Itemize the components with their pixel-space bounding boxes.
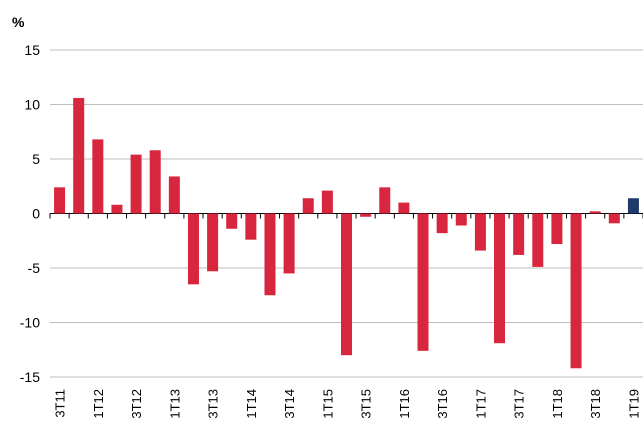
x-tick-label: 3T17 xyxy=(512,389,527,419)
bar xyxy=(264,213,276,296)
x-tick-label: 1T15 xyxy=(320,389,335,419)
x-tick-label: 3T14 xyxy=(282,389,297,419)
bar xyxy=(321,190,333,214)
x-tick-label: 1T17 xyxy=(473,389,488,419)
bar xyxy=(474,213,486,251)
bar xyxy=(168,176,180,214)
bar xyxy=(130,154,142,214)
bar xyxy=(436,213,448,234)
bar xyxy=(226,213,238,229)
bar xyxy=(187,213,199,285)
bar xyxy=(513,213,525,255)
bar xyxy=(341,213,352,356)
bar xyxy=(608,213,620,224)
y-axis-label: % xyxy=(12,14,25,30)
bar xyxy=(92,139,104,214)
bar xyxy=(54,187,66,214)
bar xyxy=(245,213,257,240)
x-tick-label: 3T12 xyxy=(129,389,144,419)
bar xyxy=(149,150,161,214)
bar xyxy=(417,213,429,351)
x-tick-label: 1T13 xyxy=(167,389,182,419)
x-tick-label: 3T18 xyxy=(588,389,603,419)
bar xyxy=(551,213,563,245)
bar xyxy=(283,213,295,274)
x-tick-label: 3T13 xyxy=(206,389,221,419)
bar xyxy=(570,213,582,369)
x-tick-label: 1T16 xyxy=(397,389,412,419)
bar xyxy=(73,97,85,214)
y-tick-label: 10 xyxy=(24,97,40,113)
bar xyxy=(589,211,601,214)
bar xyxy=(111,204,123,214)
y-tick-label: 5 xyxy=(32,151,40,167)
x-tick-label: 1T19 xyxy=(626,389,641,419)
bar xyxy=(494,213,506,344)
bar xyxy=(302,198,314,214)
y-tick-label: 0 xyxy=(32,206,40,222)
y-tick-label: -5 xyxy=(28,260,41,276)
bar xyxy=(455,213,467,226)
x-tick-label: 1T18 xyxy=(550,389,565,419)
bar xyxy=(379,187,391,214)
bar xyxy=(532,213,544,267)
y-tick-label: 15 xyxy=(24,42,40,58)
bar xyxy=(360,213,372,217)
bar xyxy=(207,213,219,272)
x-tick-label: 1T12 xyxy=(91,389,106,419)
x-tick-label: 3T15 xyxy=(359,389,374,419)
x-tick-label: 3T16 xyxy=(435,389,450,419)
bar xyxy=(627,198,639,214)
y-tick-label: -15 xyxy=(20,369,40,385)
bar xyxy=(398,202,410,214)
x-tick-label: 3T11 xyxy=(53,389,68,418)
x-tick-label: 1T14 xyxy=(244,389,259,419)
y-tick-label: -10 xyxy=(20,315,40,331)
